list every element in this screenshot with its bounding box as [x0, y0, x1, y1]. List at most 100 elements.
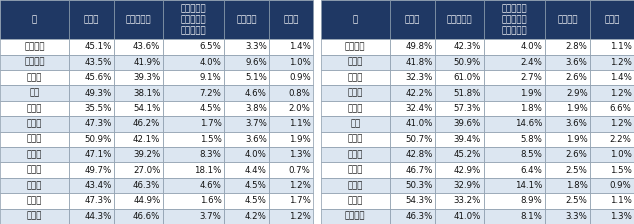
Text: 32.9%: 32.9%: [454, 181, 481, 190]
Bar: [269, 132, 313, 147]
Text: 1.1%: 1.1%: [288, 119, 311, 128]
Text: 54.3%: 54.3%: [405, 196, 432, 205]
Text: 持ち家: 持ち家: [404, 15, 420, 24]
Bar: [484, 0, 545, 39]
Text: 5.1%: 5.1%: [245, 73, 267, 82]
Bar: [484, 147, 545, 162]
Text: 3.7%: 3.7%: [245, 119, 267, 128]
Text: 41.8%: 41.8%: [405, 58, 432, 67]
Bar: [590, 101, 634, 116]
Text: 1.1%: 1.1%: [609, 42, 631, 51]
Bar: [590, 0, 634, 39]
Text: 江戸川区: 江戸川区: [345, 212, 366, 221]
Text: 間借り: 間借り: [283, 15, 299, 24]
Bar: [321, 147, 390, 162]
Bar: [321, 178, 390, 193]
Text: 46.3%: 46.3%: [405, 212, 432, 221]
Bar: [114, 70, 163, 85]
Bar: [590, 85, 634, 101]
Bar: [0, 70, 69, 85]
Bar: [269, 70, 313, 85]
Bar: [321, 39, 390, 55]
Text: 1.9%: 1.9%: [521, 89, 542, 98]
Bar: [69, 193, 114, 209]
Text: 46.7%: 46.7%: [405, 166, 432, 174]
Bar: [163, 55, 224, 70]
Text: 32.3%: 32.3%: [405, 73, 432, 82]
Bar: [0, 178, 69, 193]
Bar: [590, 178, 634, 193]
Bar: [224, 0, 269, 39]
Bar: [269, 0, 313, 39]
Text: 35.5%: 35.5%: [84, 104, 112, 113]
Text: 区: 区: [353, 15, 358, 24]
Bar: [435, 70, 484, 85]
Text: 0.8%: 0.8%: [288, 89, 311, 98]
Text: 9.6%: 9.6%: [245, 58, 267, 67]
Bar: [114, 178, 163, 193]
Text: 0.7%: 0.7%: [288, 166, 311, 174]
Text: 4.5%: 4.5%: [200, 104, 221, 113]
Bar: [69, 116, 114, 132]
Bar: [435, 39, 484, 55]
Bar: [224, 162, 269, 178]
Bar: [69, 162, 114, 178]
Text: 0.9%: 0.9%: [289, 73, 311, 82]
Bar: [545, 178, 590, 193]
Bar: [224, 39, 269, 55]
Text: 1.2%: 1.2%: [609, 119, 631, 128]
Text: 1.9%: 1.9%: [566, 104, 588, 113]
Bar: [0, 0, 69, 39]
Bar: [114, 85, 163, 101]
Bar: [484, 116, 545, 132]
Text: 大田区: 大田区: [27, 212, 42, 221]
Text: 板橋区: 板橋区: [347, 150, 363, 159]
Text: 給与住宅: 給与住宅: [236, 15, 257, 24]
Bar: [545, 55, 590, 70]
Bar: [163, 101, 224, 116]
Text: 6.6%: 6.6%: [609, 104, 631, 113]
Bar: [390, 101, 435, 116]
Bar: [435, 0, 484, 39]
Text: 品川区: 品川区: [27, 181, 42, 190]
Text: 新宿区: 新宿区: [27, 104, 42, 113]
Text: 27.0%: 27.0%: [133, 166, 160, 174]
Text: 4.6%: 4.6%: [245, 89, 267, 98]
Text: 目黒区: 目黒区: [27, 196, 42, 205]
Bar: [590, 116, 634, 132]
Text: 1.2%: 1.2%: [609, 89, 631, 98]
Bar: [484, 162, 545, 178]
Text: 18.1%: 18.1%: [194, 166, 221, 174]
Text: 8.3%: 8.3%: [200, 150, 221, 159]
Text: 47.3%: 47.3%: [84, 196, 112, 205]
Text: 1.5%: 1.5%: [609, 166, 631, 174]
Text: 北区: 北区: [350, 119, 360, 128]
Bar: [390, 193, 435, 209]
Bar: [224, 193, 269, 209]
Text: 33.2%: 33.2%: [454, 196, 481, 205]
Bar: [435, 55, 484, 70]
Bar: [163, 178, 224, 193]
Text: 千代田区: 千代田区: [24, 58, 45, 67]
Text: 50.9%: 50.9%: [454, 58, 481, 67]
Text: 4.0%: 4.0%: [521, 42, 542, 51]
Bar: [269, 55, 313, 70]
Text: 38.1%: 38.1%: [133, 89, 160, 98]
Bar: [269, 147, 313, 162]
Text: 41.9%: 41.9%: [133, 58, 160, 67]
Bar: [435, 132, 484, 147]
Text: 墨田区: 墨田区: [27, 150, 42, 159]
Bar: [390, 55, 435, 70]
Bar: [484, 39, 545, 55]
Text: 公営・都市
再生機構・
公社の借家: 公営・都市 再生機構・ 公社の借家: [181, 4, 206, 35]
Text: 39.3%: 39.3%: [133, 73, 160, 82]
Bar: [321, 209, 390, 224]
Bar: [590, 70, 634, 85]
Bar: [0, 193, 69, 209]
Text: 4.5%: 4.5%: [245, 181, 267, 190]
Bar: [590, 162, 634, 178]
Bar: [224, 85, 269, 101]
Text: 中央区: 中央区: [27, 73, 42, 82]
Bar: [114, 101, 163, 116]
Bar: [269, 85, 313, 101]
